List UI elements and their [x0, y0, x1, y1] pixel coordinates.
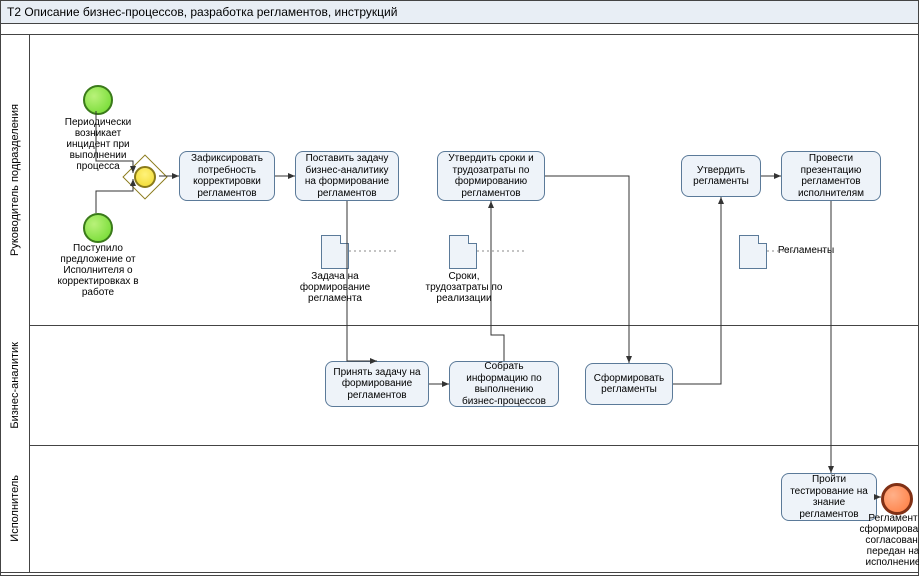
- task-t4: Утвердить регламенты: [681, 155, 761, 197]
- lane-content: Пройти тестирование на знание регламенто…: [29, 445, 918, 572]
- lane-label: Бизнес-аналитик: [1, 325, 30, 445]
- lanes-container: Руководитель подразделения Периодически в…: [1, 35, 918, 572]
- document-label: Сроки, трудозатраты по реализации: [421, 271, 507, 304]
- lane-label-text: Исполнитель: [9, 475, 21, 542]
- task-t3: Утвердить сроки и трудозатраты по формир…: [437, 151, 545, 201]
- lane-lane2: Бизнес-аналитик Принять задачу на формиро…: [1, 325, 918, 446]
- start-event-label: Поступило предложение от Исполнителя о к…: [53, 243, 143, 298]
- document-icon: [449, 235, 477, 269]
- document-icon: [739, 235, 767, 269]
- lane-label: Руководитель подразделения: [1, 35, 30, 325]
- start-event: [83, 85, 113, 115]
- lane-lane1: Руководитель подразделения Периодически в…: [1, 35, 918, 326]
- task-t6: Принять задачу на формирование регламент…: [325, 361, 429, 407]
- end-event: [881, 483, 913, 515]
- lane-content: Принять задачу на формирование регламент…: [29, 325, 918, 445]
- start-event-label: Периодически возникает инцидент при выпо…: [55, 117, 141, 172]
- end-event-label: Регламент сформирован, согласован, перед…: [845, 513, 919, 568]
- document-label: Регламенты: [771, 245, 841, 256]
- task-t1: Зафиксировать потребность корректировки …: [179, 151, 275, 201]
- lane-label: Исполнитель: [1, 445, 30, 572]
- pool-subheader: [1, 24, 918, 35]
- start-event: [83, 213, 113, 243]
- bpmn-pool: T2 Описание бизнес-процессов, разработка…: [0, 0, 919, 576]
- task-t7: Собрать информацию по выполнению бизнес-…: [449, 361, 559, 407]
- document-icon: [321, 235, 349, 269]
- task-t8: Сформировать регламенты: [585, 363, 673, 405]
- lane-label-text: Руководитель подразделения: [9, 104, 21, 256]
- lane-label-text: Бизнес-аналитик: [9, 342, 21, 429]
- pool-title: T2 Описание бизнес-процессов, разработка…: [1, 1, 918, 24]
- lane-content: Периодически возникает инцидент при выпо…: [29, 35, 918, 325]
- task-t5: Провести презентацию регламентов исполни…: [781, 151, 881, 201]
- task-t2: Поставить задачу бизнес-аналитику на фор…: [295, 151, 399, 201]
- document-label: Задача на формирование регламента: [289, 271, 381, 304]
- lane-lane3: Исполнитель Пройти тестирование на знание…: [1, 445, 918, 573]
